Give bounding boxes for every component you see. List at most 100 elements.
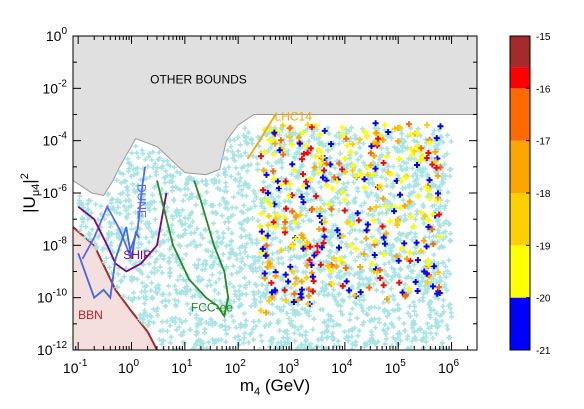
scatter-point-background — [438, 278, 444, 284]
scatter-point-background — [317, 237, 323, 243]
scatter-point-background — [177, 187, 183, 193]
scatter-point-background — [242, 262, 248, 268]
scatter-point-background — [441, 180, 447, 186]
scatter-point-background — [411, 329, 417, 335]
scatter-point-background — [369, 249, 375, 255]
scatter-point-colored — [406, 198, 413, 205]
scatter-point-background — [375, 126, 381, 132]
scatter-point-background — [334, 190, 340, 196]
scatter-point-background — [268, 145, 274, 151]
scatter-point-background — [183, 278, 189, 284]
scatter-point-background — [193, 244, 199, 250]
scatter-point-background — [396, 274, 402, 280]
scatter-point-background — [435, 295, 441, 301]
scatter-point-background — [327, 317, 333, 323]
scatter-point-colored — [395, 138, 402, 145]
scatter-point-background — [296, 170, 302, 176]
scatter-point-colored — [415, 192, 422, 199]
scatter-point-background — [255, 161, 261, 167]
scatter-point-background — [400, 185, 406, 191]
scatter-point-colored — [388, 170, 395, 177]
y-tick-label: 10-6 — [43, 183, 68, 201]
scatter-point-background — [211, 259, 217, 265]
scatter-point-colored — [425, 223, 432, 230]
scatter-point-colored — [387, 218, 394, 225]
scatter-point-colored — [277, 137, 284, 144]
scatter-point-background — [390, 293, 396, 299]
scatter-point-colored — [334, 227, 341, 234]
scatter-point-background — [129, 226, 135, 232]
scatter-point-background — [224, 331, 230, 337]
scatter-point-background — [372, 208, 378, 214]
scatter-point-background — [442, 161, 448, 167]
scatter-point-background — [228, 238, 234, 244]
scatter-point-colored — [313, 193, 320, 200]
scatter-point-background — [156, 149, 162, 155]
scatter-point-background — [213, 279, 219, 285]
scatter-point-background — [154, 256, 160, 262]
scatter-point-colored — [300, 150, 307, 157]
scatter-point-background — [430, 131, 436, 137]
scatter-point-background — [269, 163, 275, 169]
scatter-point-background — [237, 142, 243, 148]
scatter-point-background — [411, 262, 417, 268]
scatter-point-background — [88, 210, 94, 216]
x-tick-label: 105 — [385, 358, 407, 376]
scatter-point-background — [203, 247, 209, 253]
scatter-point-colored — [261, 270, 268, 277]
scatter-point-background — [277, 238, 283, 244]
scatter-point-background — [118, 277, 124, 283]
scatter-point-background — [165, 283, 171, 289]
scatter-point-background — [428, 330, 434, 336]
scatter-point-colored — [262, 252, 269, 259]
scatter-point-background — [382, 307, 388, 313]
scatter-point-background — [151, 270, 157, 276]
scatter-point-background — [341, 181, 347, 187]
scatter-point-background — [180, 256, 186, 262]
scatter-point-background — [134, 276, 140, 282]
scatter-point-background — [239, 225, 245, 231]
scatter-point-background — [233, 252, 239, 258]
scatter-point-background — [328, 313, 334, 319]
scatter-point-colored — [336, 256, 343, 263]
scatter-point-background — [114, 231, 120, 237]
scatter-point-colored — [410, 223, 417, 230]
scatter-point-background — [238, 209, 244, 215]
scatter-point-colored — [265, 222, 272, 229]
scatter-point-colored — [431, 263, 438, 270]
scatter-point-colored — [407, 131, 414, 138]
scatter-point-colored — [423, 183, 430, 190]
scatter-point-background — [216, 290, 222, 296]
scatter-point-background — [320, 279, 326, 285]
scatter-point-background — [311, 237, 317, 243]
scatter-point-background — [357, 283, 363, 289]
scatter-point-background — [351, 179, 357, 185]
scatter-point-background — [243, 291, 249, 297]
curve-label-dune: DUNE — [135, 184, 149, 218]
scatter-point-colored — [408, 146, 415, 153]
scatter-point-background — [199, 267, 205, 273]
scatter-point-background — [226, 308, 232, 314]
scatter-point-background — [241, 335, 247, 341]
scatter-point-background — [274, 304, 280, 310]
scatter-point-background — [241, 218, 247, 224]
scatter-point-colored — [321, 233, 328, 240]
scatter-point-background — [409, 338, 415, 344]
scatter-point-background — [182, 221, 188, 227]
scatter-point-colored — [434, 172, 441, 179]
scatter-point-background — [178, 219, 184, 225]
scatter-point-background — [357, 145, 363, 151]
scatter-point-background — [440, 139, 446, 145]
scatter-point-colored — [425, 216, 432, 223]
scatter-point-background — [145, 205, 151, 211]
scatter-point-background — [192, 230, 198, 236]
scatter-point-background — [365, 211, 371, 217]
scatter-point-colored — [264, 232, 271, 239]
scatter-point-background — [353, 150, 359, 156]
scatter-point-background — [209, 318, 215, 324]
scatter-point-background — [331, 336, 337, 342]
scatter-point-colored — [329, 185, 336, 192]
scatter-point-background — [237, 303, 243, 309]
scatter-point-background — [116, 235, 122, 241]
scatter-point-background — [232, 335, 238, 341]
